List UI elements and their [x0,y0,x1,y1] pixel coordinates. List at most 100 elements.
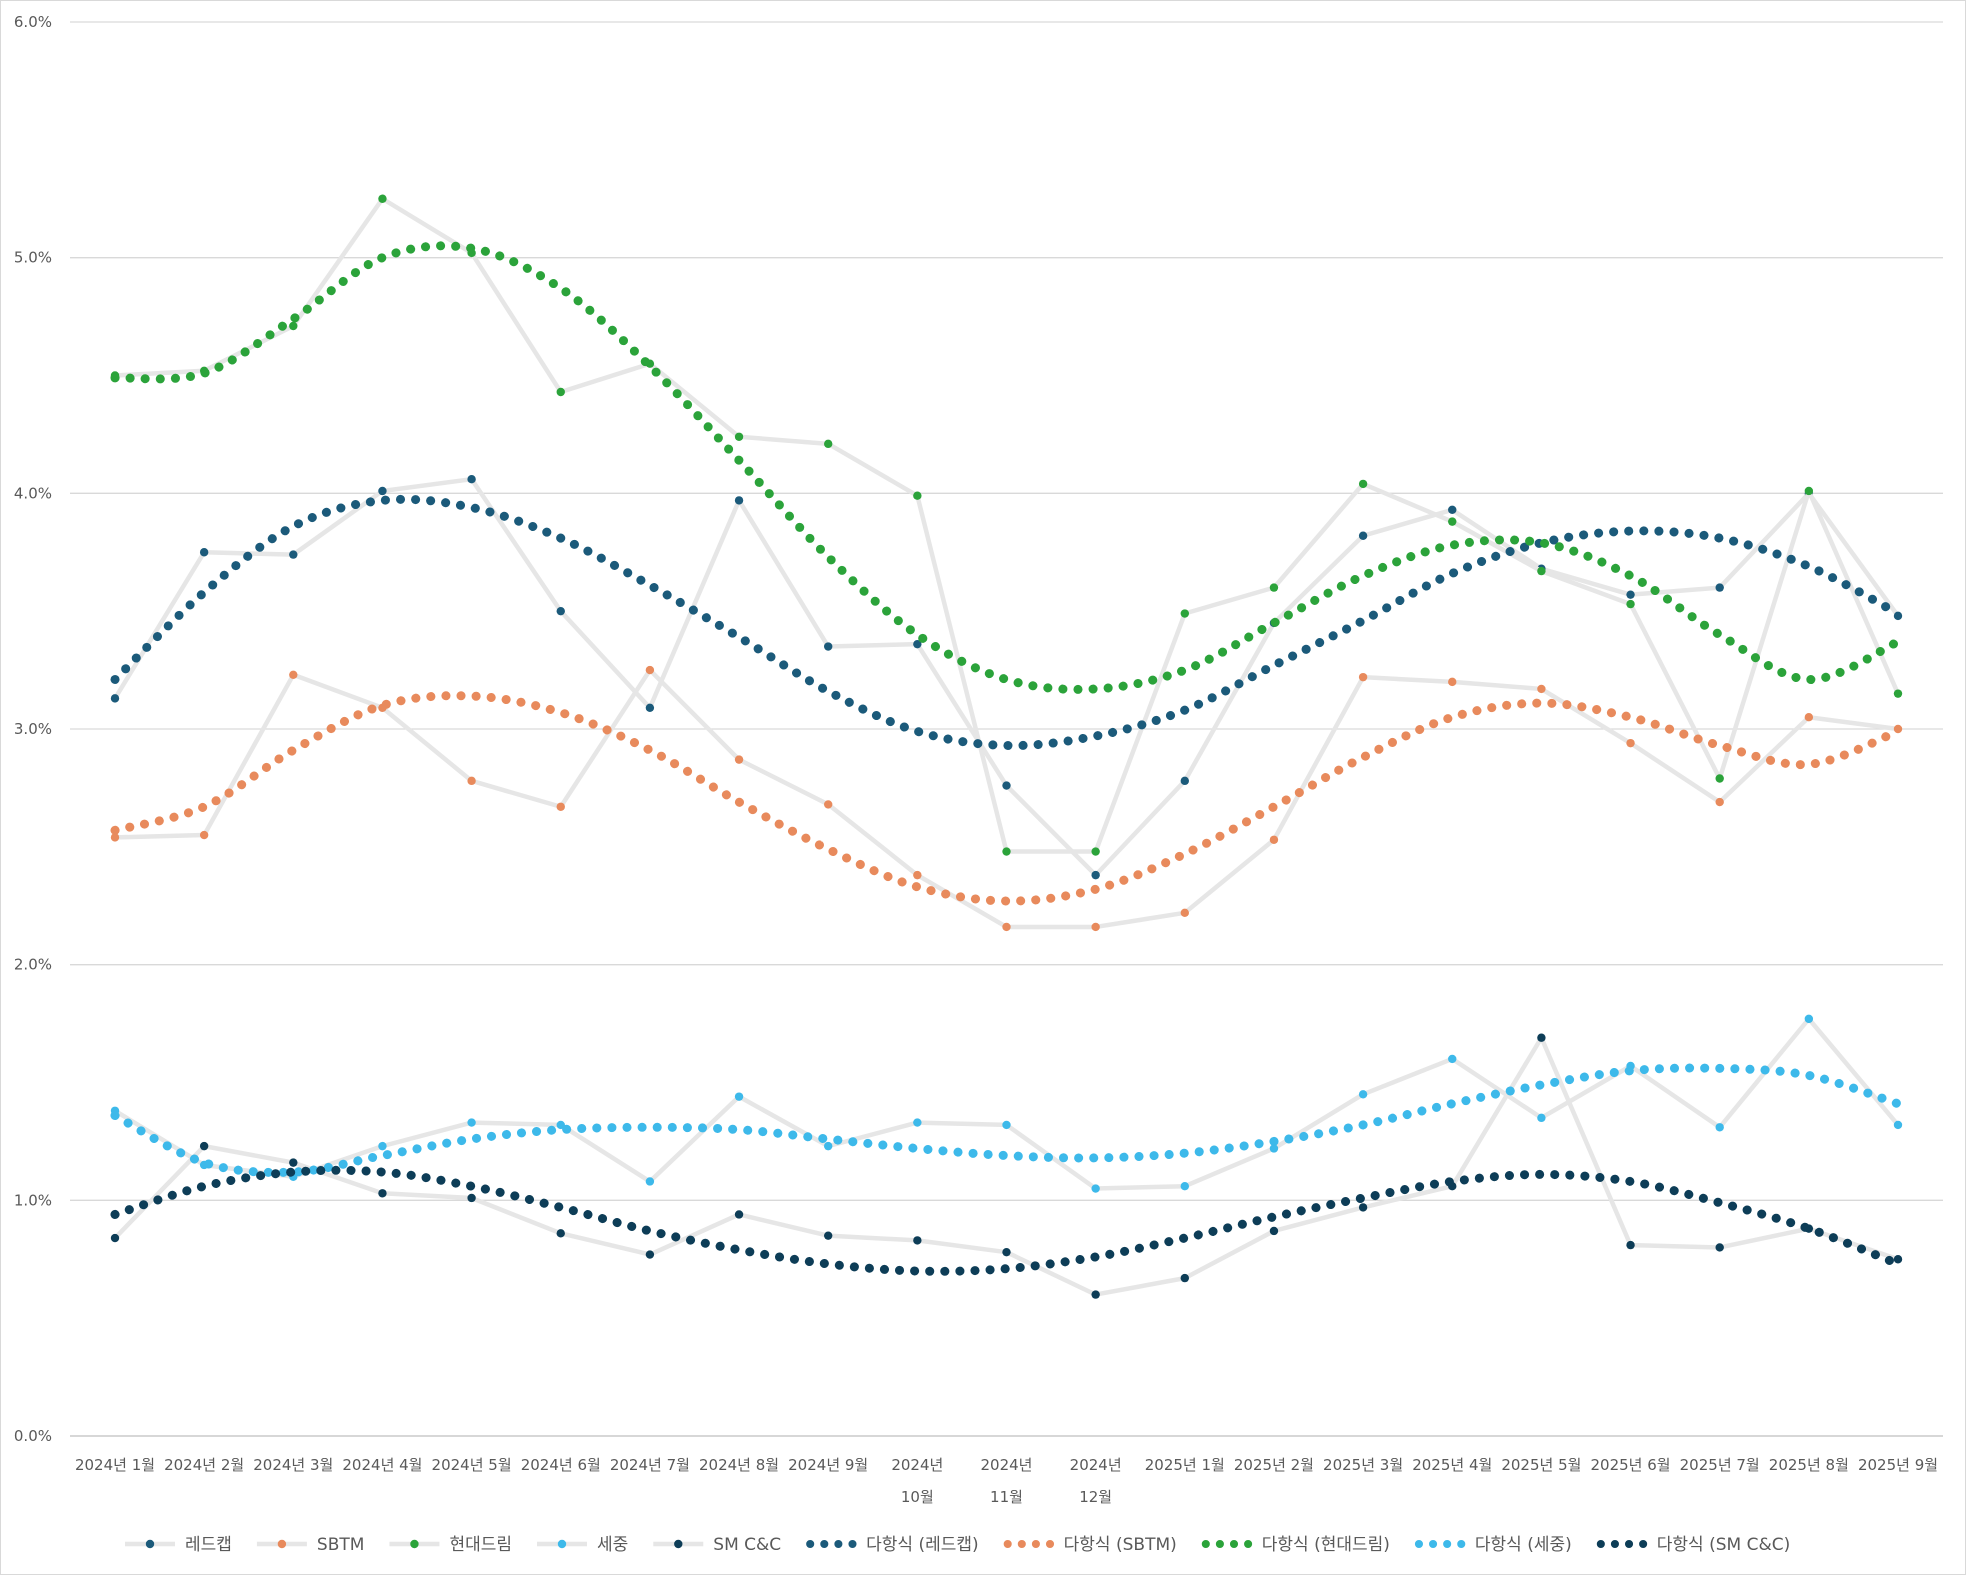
legend-item: 다항식 (레드캡) [806,1535,979,1555]
data-point [289,321,298,331]
data-point [734,1210,744,1219]
data-point [734,755,744,764]
data-point [556,1229,565,1238]
trendlines [110,241,1903,1276]
data-point [1091,922,1100,932]
data-point [824,642,833,651]
data-point [824,800,833,809]
x-tick-label: 2024년 [891,1456,943,1474]
data-point [1180,776,1190,786]
data-point [1002,1120,1011,1130]
data-point [1804,1014,1814,1024]
data-point [734,432,744,441]
x-tick-label: 11월 [990,1488,1023,1506]
x-tick-label: 2025년 1월 [1145,1456,1225,1474]
legend-marker-swatch [277,1539,287,1549]
legend-label: 다항식 (SBTM) [1064,1535,1177,1555]
data-point [378,486,387,496]
data-point [467,474,476,484]
y-tick-label: 6.0% [14,13,52,31]
legend-item: 다항식 (세중) [1414,1535,1572,1555]
data-point [1091,870,1100,880]
data-point [110,833,120,842]
series-SBTM [110,665,1903,932]
data-point [824,439,833,449]
legend-item: 세중 [537,1535,628,1555]
data-point [110,1233,120,1243]
data-point [1893,724,1903,734]
x-tick-label: 12월 [1079,1488,1112,1506]
data-point [556,387,565,397]
data-point [645,1177,655,1186]
data-point [1002,922,1011,932]
legend-item: SM C&C [653,1535,781,1555]
data-point [1180,908,1190,918]
x-tick-label: 2024년 1월 [75,1456,155,1474]
legend-item: 다항식 (SBTM) [1003,1535,1177,1555]
data-point [1448,517,1457,526]
data-point [645,1250,655,1259]
x-tick-label: 2025년 5월 [1501,1456,1581,1474]
x-tick-label: 2025년 6월 [1591,1456,1671,1474]
data-point [645,703,655,712]
data-point [1358,672,1368,682]
x-tick-label: 2024년 7월 [610,1456,690,1474]
data-point [110,694,120,703]
data-point [1893,611,1903,621]
data-point [378,1141,387,1151]
data-point [1715,774,1724,783]
data-point [1626,1240,1635,1250]
y-axis: 0.0% 1.0% 2.0% 3.0% 4.0% 5.0% 6.0% [14,13,52,1445]
x-tick-label: 2024년 9월 [788,1456,868,1474]
y-tick-label: 3.0% [14,720,52,738]
data-point [1180,1273,1190,1283]
x-tick-label: 10월 [901,1488,934,1506]
trendline-현대드림 [110,241,1903,694]
data-point [734,496,744,505]
x-tick-label: 2025년 4월 [1412,1456,1492,1474]
x-tick-label: 2025년 7월 [1680,1456,1760,1474]
data-point [1091,1184,1100,1193]
data-point [1537,566,1546,576]
legend-label: 현대드림 [449,1535,512,1555]
data-point [1537,1033,1546,1042]
data-point [289,1158,298,1167]
data-point [467,776,476,786]
gridlines [70,21,1943,1437]
data-point [1358,479,1368,489]
x-tick-label: 2024년 6월 [521,1456,601,1474]
data-point [1448,677,1457,687]
data-point [913,491,922,500]
data-point [913,1118,922,1127]
legend-label: 레드캡 [185,1535,232,1555]
data-point [556,802,565,811]
data-point [1715,583,1724,592]
data-point [1180,1181,1190,1191]
x-tick-label: 2025년 9월 [1858,1456,1938,1474]
data-point [913,639,922,649]
x-tick-label: 2024년 4월 [342,1456,422,1474]
data-point [1448,1054,1457,1064]
data-point [1626,599,1635,609]
legend-label: 세중 [597,1535,628,1555]
data-point [1091,1290,1100,1299]
data-point [913,1236,922,1245]
legend-item: 다항식 (현대드림) [1201,1535,1390,1555]
series-레드캡 [110,474,1903,880]
x-tick-label: 2024년 5월 [432,1456,512,1474]
data-point [378,194,387,203]
legend-label: SM C&C [713,1535,781,1555]
data-point [913,870,922,880]
legend-marker-swatch [674,1539,683,1549]
legend-item: 현대드림 [389,1535,512,1555]
data-point [1358,531,1368,540]
legend-label: 다항식 (현대드림) [1262,1535,1390,1555]
data-point [1626,590,1635,599]
data-point [467,1193,476,1203]
data-point [1091,847,1100,856]
data-point [645,665,655,675]
legend-label: 다항식 (세중) [1475,1535,1572,1555]
data-point [1715,797,1724,807]
series-세중 [110,1014,1903,1193]
